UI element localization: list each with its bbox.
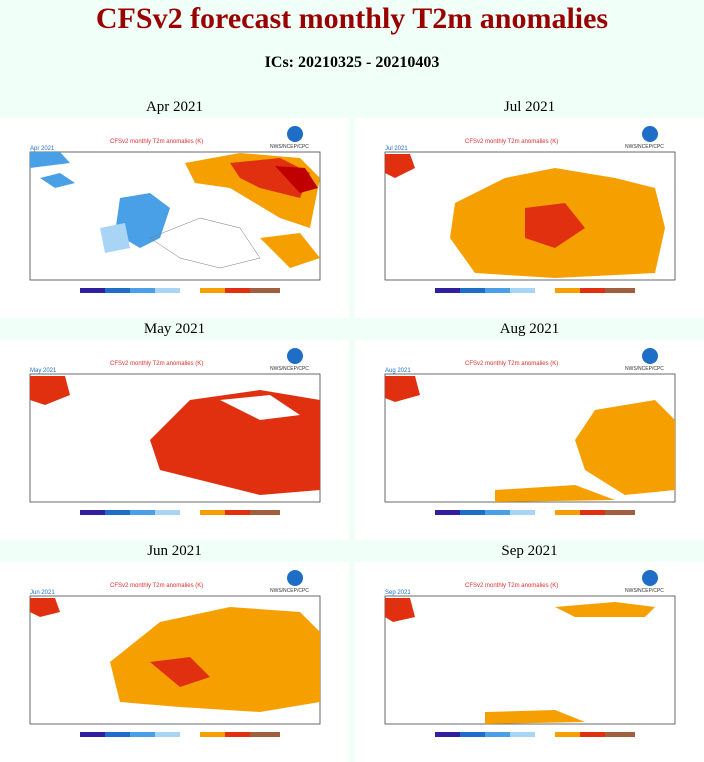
credit-label: NWS/NCEP/CPC (270, 366, 309, 372)
panel-label: Jul 2021 (355, 96, 704, 118)
panel-label: Sep 2021 (355, 540, 704, 562)
map-panel-apr: Apr 2021 CFSv2 monthly T2m anomalies (K)… (0, 96, 349, 318)
credit-label: NWS/NCEP/CPC (625, 366, 664, 372)
panel-label: Jun 2021 (0, 540, 349, 562)
credit-label: NWS/NCEP/CPC (625, 144, 664, 150)
panel-title: CFSv2 monthly T2m anomalies (K) (465, 361, 558, 367)
page-title: CFSv2 forecast monthly T2m anomalies (95, 2, 609, 35)
noaa-logo-icon (642, 348, 658, 364)
map-image: CFSv2 monthly T2m anomalies (K) Aug 2021… (355, 340, 704, 540)
noaa-logo-icon (287, 570, 303, 586)
map-panel-may: May 2021 CFSv2 monthly T2m anomalies (K)… (0, 318, 349, 540)
panel-tag: Jun 2021 (30, 590, 55, 596)
panel-tag: Aug 2021 (385, 368, 411, 374)
map-panel-jul: Jul 2021 CFSv2 monthly T2m anomalies (K)… (355, 96, 704, 318)
panel-title: CFSv2 monthly T2m anomalies (K) (465, 139, 558, 145)
panel-tag: Apr 2021 (30, 146, 55, 152)
map-panel-aug: Aug 2021 CFSv2 monthly T2m anomalies (K)… (355, 318, 704, 540)
map-frame (384, 595, 676, 725)
map-panel-sep: Sep 2021 CFSv2 monthly T2m anomalies (K)… (355, 540, 704, 762)
noaa-logo-icon (642, 570, 658, 586)
panel-label: May 2021 (0, 318, 349, 340)
panel-title: CFSv2 monthly T2m anomalies (K) (110, 361, 203, 367)
map-image: CFSv2 monthly T2m anomalies (K) Sep 2021… (355, 562, 704, 762)
credit-label: NWS/NCEP/CPC (625, 588, 664, 594)
map-image: CFSv2 monthly T2m anomalies (K) Jul 2021… (355, 118, 704, 318)
credit-label: NWS/NCEP/CPC (270, 144, 309, 150)
panel-title: CFSv2 monthly T2m anomalies (K) (465, 583, 558, 589)
noaa-logo-icon (287, 126, 303, 142)
ics-subtitle: ICs: 20210325 - 20210403 (264, 54, 440, 71)
panel-label: Apr 2021 (0, 96, 349, 118)
map-panel-jun: Jun 2021 CFSv2 monthly T2m anomalies (K)… (0, 540, 349, 762)
panel-tag: Jul 2021 (385, 146, 408, 152)
panel-title: CFSv2 monthly T2m anomalies (K) (110, 139, 203, 145)
panel-label: Aug 2021 (355, 318, 704, 340)
panel-tag: Sep 2021 (385, 590, 411, 596)
noaa-logo-icon (287, 348, 303, 364)
panel-title: CFSv2 monthly T2m anomalies (K) (110, 583, 203, 589)
noaa-logo-icon (642, 126, 658, 142)
panel-tag: May 2021 (30, 368, 57, 374)
map-image: CFSv2 monthly T2m anomalies (K) Apr 2021… (0, 118, 349, 318)
map-image: CFSv2 monthly T2m anomalies (K) Jun 2021… (0, 562, 349, 762)
credit-label: NWS/NCEP/CPC (270, 588, 309, 594)
map-image: CFSv2 monthly T2m anomalies (K) May 2021… (0, 340, 349, 540)
